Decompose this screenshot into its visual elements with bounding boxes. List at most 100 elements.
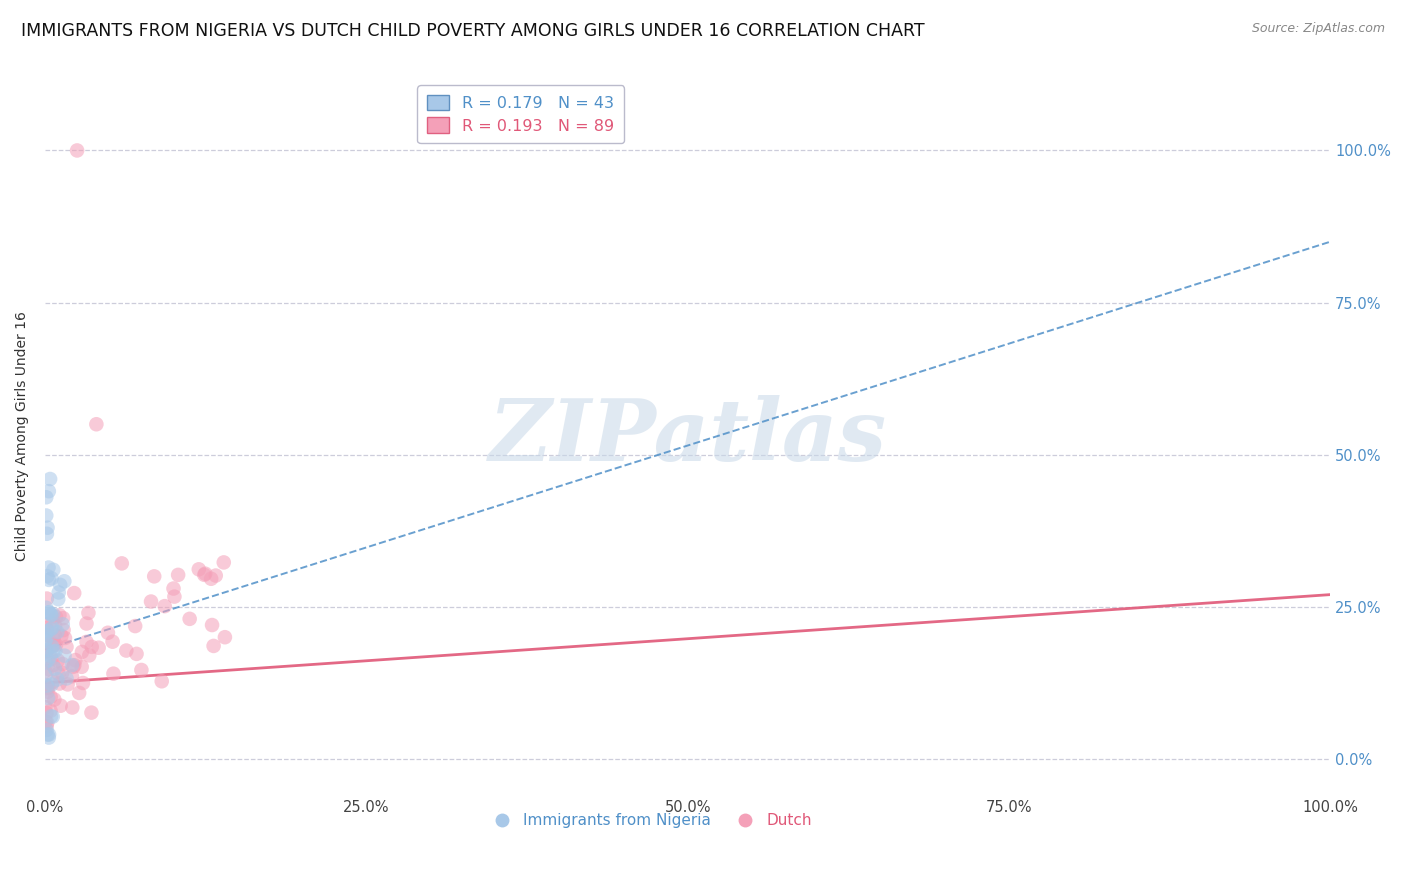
Point: [41, 621, 63, 635]
Point: [37, 684, 59, 698]
Point: [34, 655, 56, 669]
Point: [55, 672, 77, 686]
Point: [39, 623, 62, 637]
Point: [153, 599, 176, 614]
Point: [38, 606, 60, 620]
Point: [53, 574, 76, 589]
Point: [46, 592, 69, 607]
Point: [38, 731, 60, 745]
Text: IMMIGRANTS FROM NIGERIA VS DUTCH CHILD POVERTY AMONG GIRLS UNDER 16 CORRELATION : IMMIGRANTS FROM NIGERIA VS DUTCH CHILD P…: [21, 22, 925, 40]
Point: [41, 571, 63, 585]
Point: [37, 628, 59, 642]
Point: [37, 727, 59, 741]
Point: [37, 662, 59, 676]
Point: [37, 681, 59, 695]
Point: [143, 569, 166, 583]
Point: [39, 704, 62, 718]
Point: [35, 490, 58, 504]
Point: [48, 608, 70, 623]
Point: [55, 640, 77, 654]
Point: [35, 600, 58, 615]
Point: [37, 691, 59, 706]
Point: [52, 617, 75, 632]
Point: [125, 647, 148, 661]
Point: [46, 625, 69, 640]
Point: [53, 648, 76, 663]
Point: [139, 594, 162, 608]
Point: [44, 619, 66, 633]
Point: [35, 642, 58, 657]
Point: [35, 526, 58, 541]
Point: [45, 638, 67, 652]
Point: [38, 636, 60, 650]
Point: [44, 661, 66, 675]
Point: [34, 700, 56, 714]
Point: [97, 625, 120, 640]
Point: [72, 676, 94, 690]
Point: [187, 562, 209, 576]
Point: [60, 700, 83, 714]
Point: [65, 653, 87, 667]
Point: [87, 640, 110, 655]
Point: [34, 668, 56, 682]
Point: [60, 658, 83, 673]
Point: [42, 674, 65, 689]
Point: [46, 673, 69, 687]
Point: [44, 692, 66, 706]
Point: [35, 706, 58, 720]
Point: [35, 644, 58, 658]
Point: [70, 645, 93, 659]
Point: [48, 585, 70, 599]
Text: ZIPatlas: ZIPatlas: [488, 394, 887, 478]
Point: [49, 698, 72, 713]
Point: [35, 678, 58, 692]
Point: [39, 690, 62, 704]
Point: [80, 640, 103, 654]
Point: [38, 560, 60, 574]
Point: [35, 678, 58, 692]
Point: [52, 623, 75, 637]
Point: [202, 639, 225, 653]
Point: [42, 645, 65, 659]
Point: [35, 508, 58, 523]
Point: [34, 714, 56, 729]
Point: [201, 618, 224, 632]
Point: [131, 663, 153, 677]
Point: [76, 616, 98, 631]
Point: [37, 624, 59, 639]
Point: [35, 681, 58, 695]
Point: [35, 645, 58, 659]
Point: [38, 484, 60, 499]
Y-axis label: Child Poverty Among Girls Under 16: Child Poverty Among Girls Under 16: [15, 311, 30, 561]
Point: [35, 723, 58, 737]
Point: [204, 568, 226, 582]
Point: [41, 608, 63, 623]
Point: [80, 706, 103, 720]
Point: [38, 573, 60, 587]
Point: [77, 606, 100, 620]
Point: [52, 657, 75, 671]
Point: [76, 635, 98, 649]
Point: [150, 674, 173, 689]
Point: [38, 605, 60, 619]
Point: [35, 591, 58, 606]
Point: [39, 648, 62, 663]
Point: [35, 621, 58, 635]
Point: [66, 144, 89, 158]
Point: [38, 727, 60, 741]
Point: [39, 607, 62, 622]
Point: [42, 632, 65, 647]
Point: [41, 614, 63, 628]
Point: [42, 607, 65, 622]
Legend: Immigrants from Nigeria, Dutch: Immigrants from Nigeria, Dutch: [481, 807, 818, 834]
Point: [179, 612, 201, 626]
Point: [42, 563, 65, 577]
Point: [48, 676, 70, 690]
Point: [42, 637, 65, 651]
Point: [37, 569, 59, 583]
Point: [212, 556, 235, 570]
Point: [63, 658, 86, 673]
Point: [39, 709, 62, 723]
Point: [45, 610, 67, 624]
Point: [101, 634, 124, 648]
